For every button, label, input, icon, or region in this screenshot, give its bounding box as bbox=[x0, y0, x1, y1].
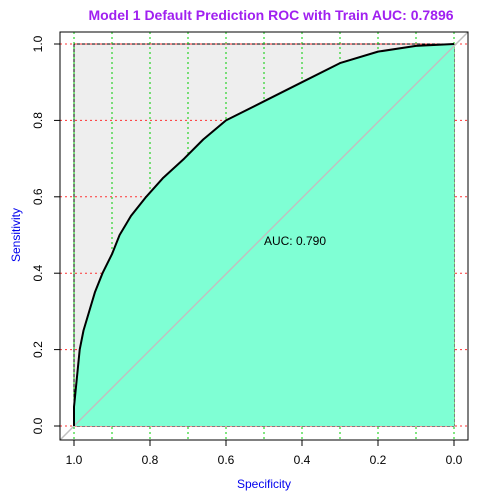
roc-curve-layer bbox=[59, 31, 469, 441]
x-tick-label: 0.0 bbox=[446, 453, 463, 467]
x-axis: 1.0 0.8 0.6 0.4 0.2 0.0 bbox=[66, 439, 463, 467]
y-tick-label: 0.2 bbox=[31, 341, 45, 358]
diagonal-line bbox=[59, 31, 469, 441]
x-axis-title: Specificity bbox=[237, 477, 291, 491]
x-tick-label: 0.4 bbox=[294, 453, 311, 467]
y-tick-label: 0.4 bbox=[31, 265, 45, 282]
y-tick-label: 1.0 bbox=[31, 35, 45, 52]
y-tick-label: 0.6 bbox=[31, 188, 45, 205]
x-tick-label: 0.8 bbox=[142, 453, 159, 467]
y-axis-title: Sensitivity bbox=[9, 208, 23, 262]
chart-title: Model 1 Default Prediction ROC with Trai… bbox=[88, 7, 453, 23]
x-tick-label: 0.6 bbox=[218, 453, 235, 467]
y-axis: 0.0 0.2 0.4 0.6 0.8 1.0 bbox=[31, 35, 61, 434]
x-tick-label: 0.2 bbox=[370, 453, 387, 467]
y-tick-label: 0.0 bbox=[31, 417, 45, 434]
x-tick-label: 1.0 bbox=[66, 453, 83, 467]
auc-annotation: AUC: 0.790 bbox=[264, 234, 326, 248]
roc-curve bbox=[73, 43, 455, 426]
y-tick-label: 0.8 bbox=[31, 112, 45, 129]
